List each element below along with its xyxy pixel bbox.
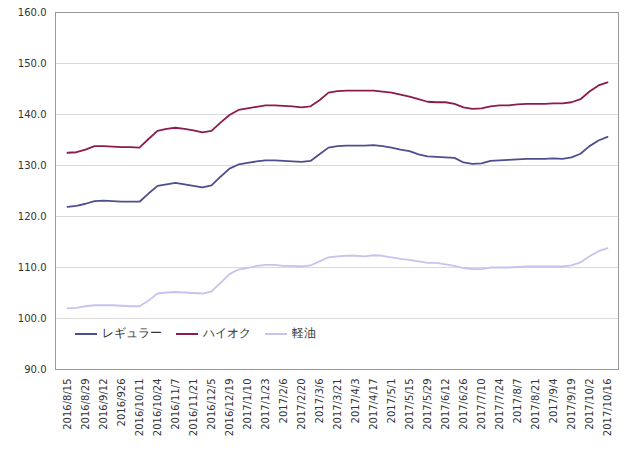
svg-text:2017/10/16: 2017/10/16	[602, 379, 613, 437]
svg-text:2017/7/24: 2017/7/24	[494, 379, 505, 430]
svg-text:2017/9/19: 2017/9/19	[566, 379, 577, 430]
svg-text:2016/10/24: 2016/10/24	[152, 379, 163, 437]
svg-text:2016/9/12: 2016/9/12	[98, 379, 109, 430]
svg-text:2017/3/21: 2017/3/21	[332, 379, 343, 430]
svg-text:2016/8/15: 2016/8/15	[62, 379, 73, 430]
html-text:ハイオク: ハイオク	[203, 326, 251, 340]
svg-text:150.0: 150.0	[18, 58, 47, 69]
svg-text:2017/8/21: 2017/8/21	[530, 379, 541, 430]
svg-text:2017/7/10: 2017/7/10	[476, 379, 487, 430]
svg-text:2017/3/6: 2017/3/6	[314, 379, 325, 424]
svg-text:2017/1/10: 2017/1/10	[242, 379, 253, 430]
svg-text:2016/8/29: 2016/8/29	[80, 379, 91, 430]
svg-text:2017/8/7: 2017/8/7	[512, 379, 523, 424]
svg-text:2017/5/1: 2017/5/1	[386, 379, 397, 424]
svg-text:2017/2/6: 2017/2/6	[278, 379, 289, 424]
svg-text:90.0: 90.0	[24, 364, 46, 375]
html-text:レギュラー: レギュラー	[102, 326, 162, 340]
svg-text:140.0: 140.0	[18, 109, 47, 120]
svg-text:100.0: 100.0	[18, 313, 47, 324]
svg-text:2016/11/7: 2016/11/7	[170, 379, 181, 430]
svg-text:160.0: 160.0	[18, 7, 47, 18]
svg-text:2017/9/4: 2017/9/4	[548, 379, 559, 424]
svg-text:2016/12/19: 2016/12/19	[224, 379, 235, 437]
svg-text:120.0: 120.0	[18, 211, 47, 222]
svg-text:2017/10/2: 2017/10/2	[584, 379, 595, 430]
svg-text:2017/6/12: 2017/6/12	[440, 379, 451, 430]
svg-text:2016/926: 2016/926	[116, 379, 127, 427]
svg-text:2017/5/15: 2017/5/15	[404, 379, 415, 430]
svg-text:130.0: 130.0	[18, 160, 47, 171]
svg-text:2016/12/5: 2016/12/5	[206, 379, 217, 430]
svg-text:2017/1/23: 2017/1/23	[260, 379, 271, 430]
svg-text:2017/5/29: 2017/5/29	[422, 379, 433, 430]
svg-text:2017/4/17: 2017/4/17	[368, 379, 379, 430]
svg-text:2017/4/3: 2017/4/3	[350, 379, 361, 424]
svg-text:2016/11/21: 2016/11/21	[188, 379, 199, 437]
svg-text:2016/10/11: 2016/10/11	[134, 379, 145, 437]
html-text:軽油: 軽油	[292, 326, 316, 340]
svg-text:110.0: 110.0	[18, 262, 47, 273]
svg-text:2017/6/26: 2017/6/26	[458, 379, 469, 430]
svg-text:2017/2/20: 2017/2/20	[296, 379, 307, 430]
